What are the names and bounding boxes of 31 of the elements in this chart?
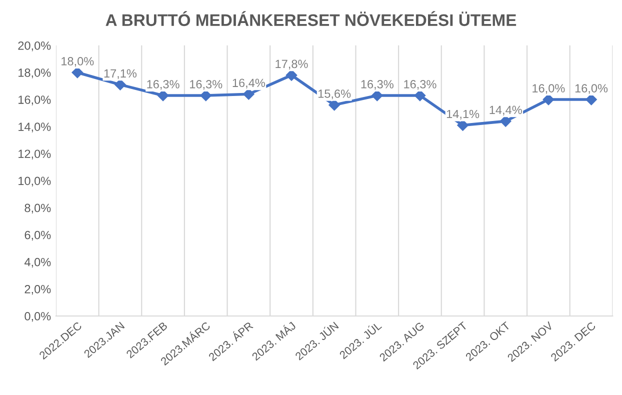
y-tick-label: 0,0% bbox=[24, 312, 51, 322]
point bbox=[457, 120, 468, 131]
data-label: 18,0% bbox=[62, 57, 94, 67]
y-tick-label: 12,0% bbox=[18, 150, 51, 160]
data-label: 16,3% bbox=[404, 80, 436, 90]
data-label: 17,1% bbox=[104, 69, 137, 79]
data-label: 15,6% bbox=[318, 90, 351, 100]
data-label: 16,3% bbox=[190, 80, 222, 90]
data-label: 16,0% bbox=[532, 84, 565, 94]
y-tick-label: 2,0% bbox=[24, 284, 51, 295]
chart-title: A BRUTTÓ MEDIÁNKERESET NÖVEKEDÉSI ÜTEME bbox=[106, 11, 516, 26]
data-label: 14,1% bbox=[446, 110, 480, 120]
y-tick-label: 14,0% bbox=[18, 122, 51, 132]
data-label: 16,0% bbox=[575, 84, 608, 94]
y-tick-label: 8,0% bbox=[24, 204, 51, 214]
point bbox=[328, 99, 340, 111]
data-label: 16,4% bbox=[232, 78, 265, 88]
point bbox=[243, 88, 254, 100]
data-label: 16,3% bbox=[147, 80, 180, 90]
point bbox=[286, 70, 298, 81]
y-tick-label: 4,0% bbox=[24, 258, 51, 268]
point bbox=[114, 79, 126, 90]
point bbox=[500, 116, 512, 127]
y-tick-label: 18,0% bbox=[18, 68, 51, 78]
y-tick-label: 10,0% bbox=[18, 176, 51, 186]
y-tick-label: 16,0% bbox=[18, 96, 51, 106]
data-label: 16,3% bbox=[361, 80, 394, 90]
data-label: 17,8% bbox=[276, 60, 308, 70]
y-tick-label: 6,0% bbox=[24, 230, 51, 241]
y-tick-label: 20,0% bbox=[18, 41, 51, 52]
data-label: 14,4% bbox=[490, 106, 522, 116]
